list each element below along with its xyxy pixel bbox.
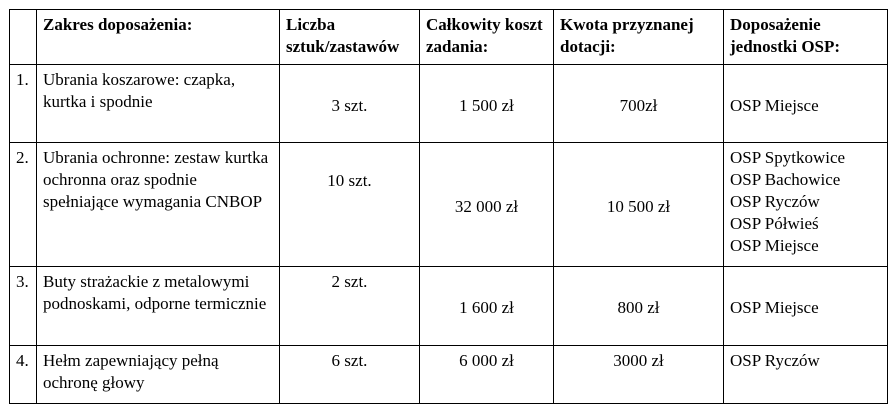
units: OSP Ryczów — [723, 345, 888, 404]
total-cost: 32 000 zł — [419, 142, 554, 267]
grant: 700zł — [553, 64, 724, 143]
header-cell: Doposażenie jednostki OSP: — [723, 9, 888, 65]
units: OSP Spytkowice OSP Bachowice OSP Ryczów … — [723, 142, 888, 267]
header-cell: Zakres doposażenia: — [36, 9, 280, 65]
header-cell: Całkowity koszt zadania: — [419, 9, 554, 65]
row: 4. Hełm zapewniający pełną ochronę głowy… — [9, 345, 888, 404]
header-row: Zakres doposażenia: Liczba sztuk/zastawó… — [9, 9, 888, 65]
quantity: 3 szt. — [279, 64, 420, 143]
unit: OSP Bachowice — [730, 170, 841, 189]
description: Ubrania ochronne: zestaw kurtka ochronna… — [36, 142, 280, 267]
unit: OSP Ryczów — [730, 351, 820, 370]
units: OSP Miejsce — [723, 266, 888, 346]
unit: OSP Miejsce — [730, 95, 819, 115]
description: Ubrania koszarowe: czapka, kurtka i spod… — [36, 64, 280, 143]
unit: OSP Spytkowice — [730, 148, 846, 167]
total-cost: 6 000 zł — [419, 345, 554, 404]
row-number: 4. — [9, 345, 37, 404]
equipment-table: Zakres doposażenia: Liczba sztuk/zastawó… — [9, 9, 888, 404]
header-cell — [9, 9, 37, 65]
header-cell: Liczba sztuk/zastawów — [279, 9, 420, 65]
unit: OSP Ryczów — [730, 192, 820, 211]
unit: OSP Miejsce — [730, 298, 819, 317]
row-number: 2. — [9, 142, 37, 267]
row: 1. Ubrania koszarowe: czapka, kurtka i s… — [9, 64, 888, 143]
row: 2. Ubrania ochronne: zestaw kurtka ochro… — [9, 142, 888, 267]
units: OSP Miejsce — [723, 64, 888, 143]
row-number: 1. — [9, 64, 37, 143]
grant: 800 zł — [553, 266, 724, 346]
quantity: 2 szt. — [279, 266, 420, 346]
quantity: 10 szt. — [279, 142, 420, 267]
unit: OSP Półwieś — [730, 214, 819, 233]
total-cost: 1 600 zł — [419, 266, 554, 346]
description: Hełm zapewniający pełną ochronę głowy — [36, 345, 280, 404]
total-cost: 1 500 zł — [419, 64, 554, 143]
header-cell: Kwota przyznanej dotacji: — [553, 9, 724, 65]
description: Buty strażackie z metalowymi podnoskami,… — [36, 266, 280, 346]
grant: 3000 zł — [553, 345, 724, 404]
row: 3. Buty strażackie z metalowymi podnoska… — [9, 266, 888, 346]
unit: OSP Miejsce — [730, 236, 819, 255]
row-number: 3. — [9, 266, 37, 346]
grant: 10 500 zł — [553, 142, 724, 267]
quantity: 6 szt. — [279, 345, 420, 404]
